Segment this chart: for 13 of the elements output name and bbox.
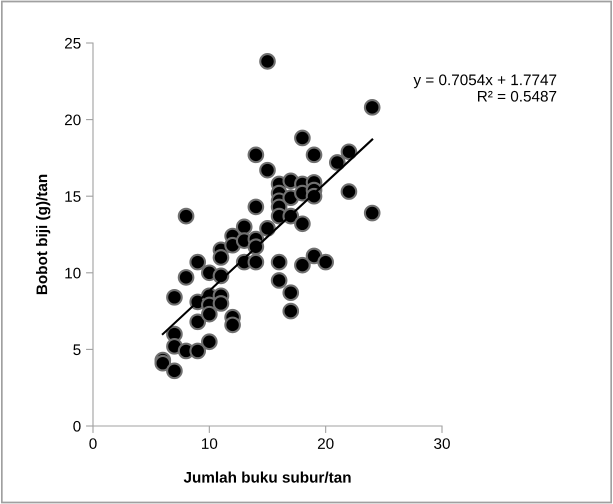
x-tick-label: 20 bbox=[318, 438, 334, 450]
x-axis-title: Jumlah buku subur/tan bbox=[184, 471, 351, 483]
annotation: y = 0.7054x + 1.7747 R² = 0.5487 bbox=[413, 74, 556, 102]
y-tick-label: 20 bbox=[64, 114, 81, 126]
x-tick-label: 30 bbox=[434, 438, 450, 450]
x-tick-label: 0 bbox=[89, 438, 97, 450]
x-tick-label: 10 bbox=[202, 438, 218, 450]
y-axis-title: Bobot biji (g)/tan bbox=[36, 174, 50, 294]
y-tick-label: 5 bbox=[73, 344, 81, 356]
y-tick-label: 10 bbox=[65, 268, 81, 278]
y-tick-label: 25 bbox=[64, 38, 81, 49]
y-tick-label: 15 bbox=[65, 191, 81, 202]
y-tick-label: 0 bbox=[73, 420, 81, 432]
